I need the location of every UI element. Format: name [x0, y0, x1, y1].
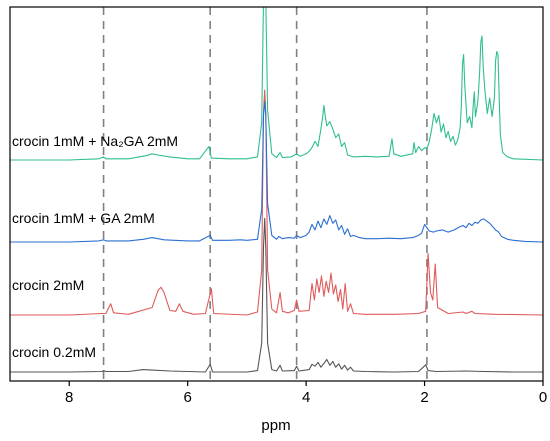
x-tick-label-1: 6 [183, 389, 191, 406]
series-label-3: crocin 1mM + Na₂GA 2mM [12, 133, 178, 149]
series-label-1: crocin 2mM [12, 277, 84, 293]
series-line-3 [10, 7, 543, 161]
series-labels: crocin 0.2mM crocin 2mM crocin 1mM + GA 2m… [12, 133, 178, 360]
series-label-2: crocin 1mM + GA 2mM [12, 210, 155, 226]
plot-frame [9, 6, 544, 382]
x-axis-label: ppm [261, 417, 290, 434]
x-tick-label-0: 8 [65, 389, 73, 406]
x-tick-label-2: 4 [302, 389, 310, 406]
x-axis-ticks: 8 6 4 2 0 [65, 381, 547, 406]
x-tick-label-3: 2 [420, 389, 428, 406]
series-label-0: crocin 0.2mM [12, 344, 96, 360]
spectra-traces [10, 7, 543, 373]
series-line-1 [10, 89, 543, 316]
reference-lines [102, 7, 428, 381]
x-tick-label-4: 0 [539, 389, 547, 406]
series-line-0 [10, 217, 543, 373]
series-line-2 [10, 101, 543, 243]
